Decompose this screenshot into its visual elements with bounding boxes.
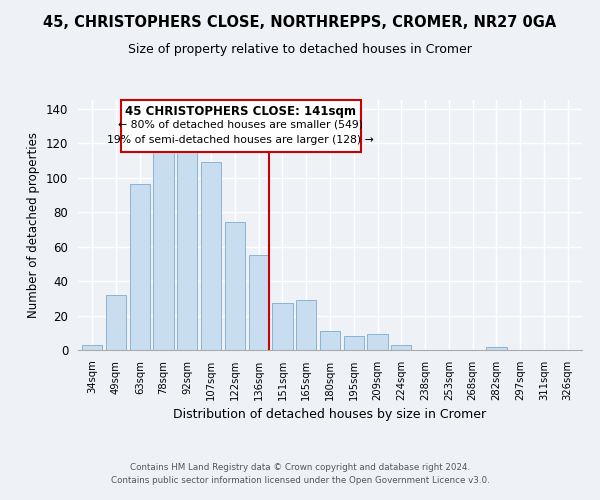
Bar (367, 334, 388, 350)
Bar (225, 222, 245, 350)
FancyBboxPatch shape (121, 100, 361, 152)
Text: Size of property relative to detached houses in Cromer: Size of property relative to detached ho… (128, 42, 472, 56)
Bar (320, 331, 340, 350)
Bar (487, 346, 506, 350)
Text: Contains public sector information licensed under the Open Government Licence v3: Contains public sector information licen… (110, 476, 490, 485)
Bar (201, 162, 221, 350)
Text: Contains HM Land Registry data © Crown copyright and database right 2024.: Contains HM Land Registry data © Crown c… (130, 464, 470, 472)
Text: 19% of semi-detached houses are larger (128) →: 19% of semi-detached houses are larger (… (107, 134, 374, 144)
Bar (272, 304, 293, 350)
X-axis label: Distribution of detached houses by size in Cromer: Distribution of detached houses by size … (173, 408, 487, 422)
Text: 45, CHRISTOPHERS CLOSE, NORTHREPPS, CROMER, NR27 0GA: 45, CHRISTOPHERS CLOSE, NORTHREPPS, CROM… (43, 15, 557, 30)
Y-axis label: Number of detached properties: Number of detached properties (28, 132, 40, 318)
Bar (344, 336, 364, 350)
Bar (130, 184, 150, 350)
Bar (82, 345, 103, 350)
Text: ← 80% of detached houses are smaller (549): ← 80% of detached houses are smaller (54… (118, 120, 364, 130)
Text: 45 CHRISTOPHERS CLOSE: 141sqm: 45 CHRISTOPHERS CLOSE: 141sqm (125, 105, 356, 118)
Bar (106, 295, 126, 350)
Bar (177, 120, 197, 350)
Bar (154, 120, 173, 350)
Bar (296, 300, 316, 350)
Bar (248, 255, 269, 350)
Bar (391, 345, 412, 350)
